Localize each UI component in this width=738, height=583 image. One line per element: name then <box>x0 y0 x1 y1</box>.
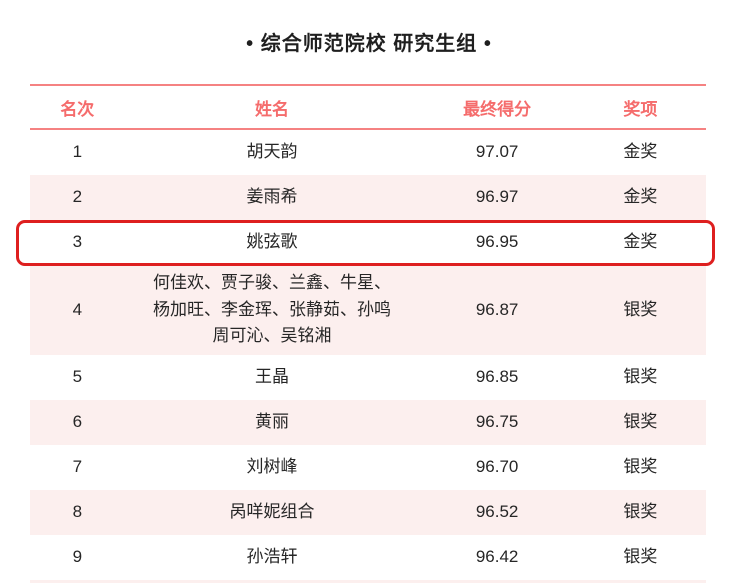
table-row: 9 孙浩轩 96.42 银奖 <box>30 535 706 580</box>
name-cell: 黄丽 <box>254 412 289 432</box>
rank-cell: 6 <box>72 412 83 432</box>
score-cell: 96.87 <box>475 299 519 319</box>
score-cell: 96.70 <box>475 457 519 477</box>
results-table: 名次 姓名 最终得分 奖项 1 胡天韵 97.07 金奖 2 姜雨希 96.97… <box>16 84 715 583</box>
award-cell: 金奖 <box>623 232 658 252</box>
score-cell: 97.07 <box>475 142 519 162</box>
partial-next-row <box>30 580 706 583</box>
header-score: 最终得分 <box>463 99 532 119</box>
score-cell: 96.42 <box>475 547 519 567</box>
award-cell: 银奖 <box>623 412 658 432</box>
score-cell: 96.95 <box>475 232 519 252</box>
rank-cell: 9 <box>72 547 83 567</box>
award-cell: 金奖 <box>623 187 658 207</box>
name-cell: 何佳欢、贾子骏、兰鑫、牛星、 杨加旺、李金珲、张静茹、孙鸣 周可沁、吴铭湘 <box>152 273 391 346</box>
rank-cell: 5 <box>72 367 83 387</box>
name-cell: 胡天韵 <box>246 142 298 162</box>
score-cell: 96.52 <box>475 502 519 522</box>
header-award: 奖项 <box>623 99 658 119</box>
award-cell: 金奖 <box>623 142 658 162</box>
page-title: • 综合师范院校 研究生组 • <box>246 33 492 55</box>
table-row: 2 姜雨希 96.97 金奖 <box>30 175 706 220</box>
table-row: 4 何佳欢、贾子骏、兰鑫、牛星、 杨加旺、李金珲、张静茹、孙鸣 周可沁、吴铭湘 … <box>30 265 706 355</box>
name-cell: 刘树峰 <box>246 457 298 477</box>
table-row: 6 黄丽 96.75 银奖 <box>30 400 706 445</box>
table-row: 7 刘树峰 96.70 银奖 <box>30 445 706 490</box>
award-cell: 银奖 <box>623 457 658 477</box>
award-cell: 银奖 <box>623 367 658 387</box>
table-body: 1 胡天韵 97.07 金奖 2 姜雨希 96.97 金奖 3 姚弦歌 96.9… <box>16 130 715 580</box>
score-cell: 96.97 <box>475 187 519 207</box>
header-name: 姓名 <box>254 99 289 119</box>
name-cell: 姜雨希 <box>246 187 298 207</box>
award-cell: 银奖 <box>623 547 658 567</box>
rank-cell: 4 <box>72 299 83 319</box>
table-row: 5 王晶 96.85 银奖 <box>30 355 706 400</box>
table-header-row: 名次 姓名 最终得分 奖项 <box>30 84 706 130</box>
name-cell: 王晶 <box>254 367 289 387</box>
rank-cell: 8 <box>72 502 83 522</box>
header-rank: 名次 <box>60 99 95 119</box>
name-cell: 孙浩轩 <box>246 547 298 567</box>
name-cell: 姚弦歌 <box>246 232 298 252</box>
rank-cell: 3 <box>72 232 83 252</box>
rank-cell: 7 <box>72 457 83 477</box>
table-row: 8 呙咩妮组合 96.52 银奖 <box>30 490 706 535</box>
table-row: 1 胡天韵 97.07 金奖 <box>30 130 706 175</box>
award-cell: 银奖 <box>623 502 658 522</box>
score-cell: 96.75 <box>475 412 519 432</box>
name-cell: 呙咩妮组合 <box>229 502 315 522</box>
rank-cell: 2 <box>72 187 83 207</box>
table-row: 3 姚弦歌 96.95 金奖 <box>16 220 715 266</box>
score-cell: 96.85 <box>475 367 519 387</box>
rank-cell: 1 <box>72 142 83 162</box>
award-cell: 银奖 <box>623 299 658 319</box>
